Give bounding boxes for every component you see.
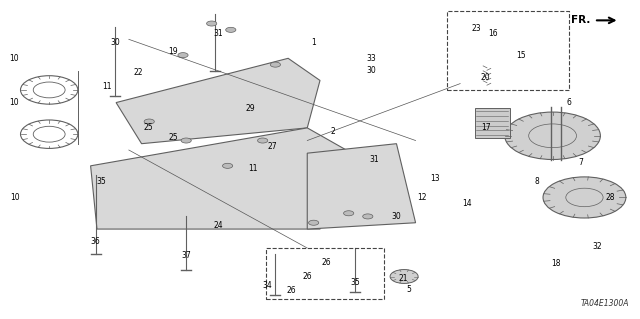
Text: 29: 29 [245,104,255,113]
Text: 10: 10 [11,193,20,202]
Text: 26: 26 [303,272,312,281]
Circle shape [144,119,154,124]
Circle shape [344,211,354,216]
Text: 14: 14 [461,199,472,208]
Text: 1: 1 [311,38,316,47]
Text: 28: 28 [605,193,614,202]
Text: 30: 30 [366,66,376,76]
Text: 19: 19 [168,48,179,56]
Text: 15: 15 [516,51,525,60]
Text: 10: 10 [10,98,19,107]
Text: 25: 25 [168,133,179,142]
Text: 35: 35 [350,278,360,287]
Circle shape [181,138,191,143]
Text: 27: 27 [268,142,277,151]
Text: 5: 5 [407,285,412,294]
Text: 37: 37 [181,251,191,260]
Polygon shape [91,128,352,229]
Text: 6: 6 [566,98,571,107]
Text: 11: 11 [248,165,258,174]
Text: 16: 16 [488,28,498,38]
Text: 30: 30 [110,38,120,47]
Text: 24: 24 [213,221,223,230]
Bar [474,108,509,138]
Text: 21: 21 [398,274,408,283]
Circle shape [390,270,418,284]
Text: 23: 23 [471,24,481,33]
Text: 12: 12 [417,193,427,202]
Bar [266,248,384,299]
Text: 22: 22 [134,68,143,77]
Text: 36: 36 [91,237,100,246]
Circle shape [223,163,233,168]
Text: 11: 11 [102,82,111,91]
Text: 7: 7 [579,158,584,167]
Text: 13: 13 [430,174,440,183]
Text: 18: 18 [551,259,561,268]
Text: 2: 2 [330,127,335,136]
Text: 33: 33 [366,54,376,63]
Text: 10: 10 [10,54,19,63]
Circle shape [207,21,217,26]
Circle shape [226,27,236,33]
Text: 35: 35 [96,177,106,186]
Text: 32: 32 [593,242,602,251]
Text: 20: 20 [481,73,490,82]
Circle shape [363,214,373,219]
Circle shape [178,53,188,58]
Bar [447,11,568,90]
Polygon shape [307,144,415,229]
Polygon shape [116,58,320,144]
Text: 17: 17 [481,123,490,132]
Circle shape [257,138,268,143]
Circle shape [270,62,280,67]
Text: 31: 31 [369,155,379,164]
Circle shape [505,112,600,160]
Text: 26: 26 [287,286,296,295]
Text: 8: 8 [534,177,539,186]
Text: TA04E1300A: TA04E1300A [580,299,629,308]
Text: 25: 25 [143,123,153,132]
Circle shape [308,220,319,225]
Text: 31: 31 [213,28,223,38]
Text: 26: 26 [321,258,331,267]
Text: 30: 30 [392,212,401,221]
Text: 34: 34 [263,281,273,291]
Text: FR.: FR. [572,15,591,26]
Circle shape [543,177,626,218]
